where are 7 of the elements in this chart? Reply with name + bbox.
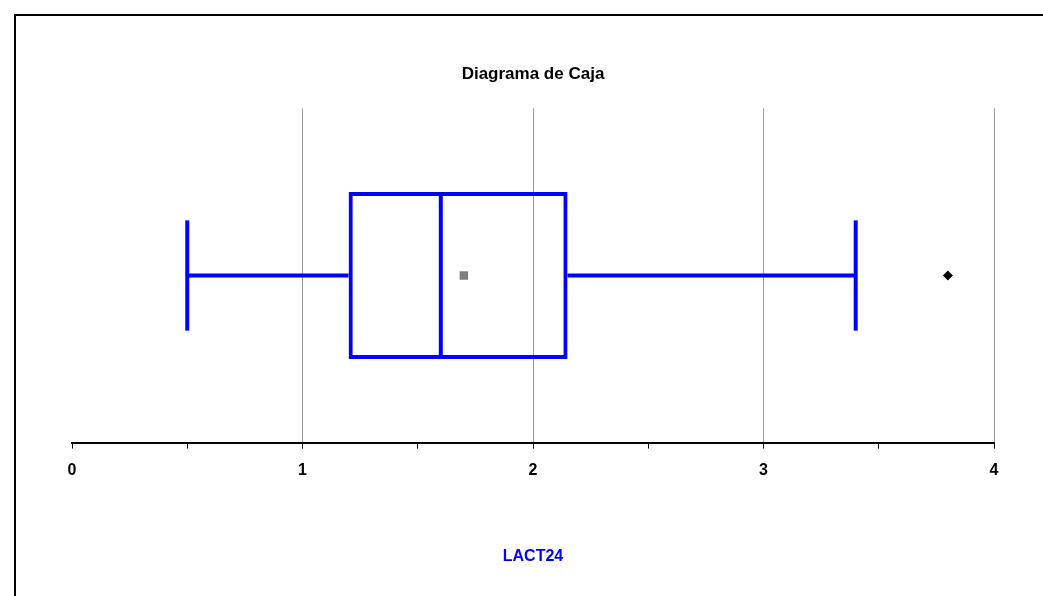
- x-axis-title: LACT24: [502, 546, 564, 564]
- x-tick-label: 4: [989, 460, 999, 478]
- chart-title: Diagrama de Caja: [461, 63, 605, 83]
- x-tick-label: 2: [528, 460, 538, 478]
- x-tick-label: 1: [298, 460, 308, 478]
- x-tick-label: 0: [67, 460, 77, 478]
- x-tick-label: 3: [759, 460, 769, 478]
